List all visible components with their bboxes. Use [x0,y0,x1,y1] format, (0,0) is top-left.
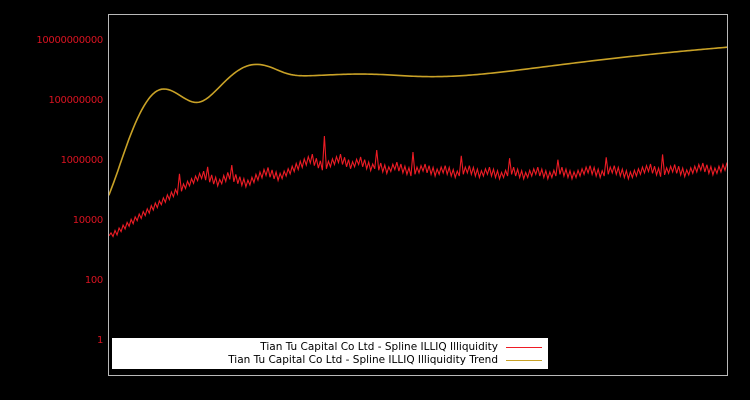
legend-entry-illiquidity: Tian Tu Capital Co Ltd - Spline ILLIQ Il… [116,341,544,354]
series-line-illiquidity [109,136,727,238]
legend-entry-trend: Tian Tu Capital Co Ltd - Spline ILLIQ Il… [116,354,544,367]
legend-swatch-illiquidity [506,346,542,348]
plot-area [108,14,728,376]
y-tick-label: 1 [96,335,103,346]
legend-label-trend: Tian Tu Capital Co Ltd - Spline ILLIQ Il… [228,353,498,366]
y-tick-label: 100 [84,275,103,286]
y-tick-label: 1000000 [60,155,104,166]
legend-swatch-trend [506,359,542,361]
y-tick-label: 10000000000 [36,35,103,46]
legend-label-illiquidity: Tian Tu Capital Co Ltd - Spline ILLIQ Il… [260,340,498,353]
y-axis-tick-labels: 10000000000 100000000 1000000 10000 100 … [0,0,103,400]
y-tick-label: 100000000 [48,95,103,106]
plot-canvas [109,46,727,238]
y-tick-label: 10000 [72,215,104,226]
chart-legend: Tian Tu Capital Co Ltd - Spline ILLIQ Il… [112,338,548,369]
series-line-trend [109,46,727,196]
